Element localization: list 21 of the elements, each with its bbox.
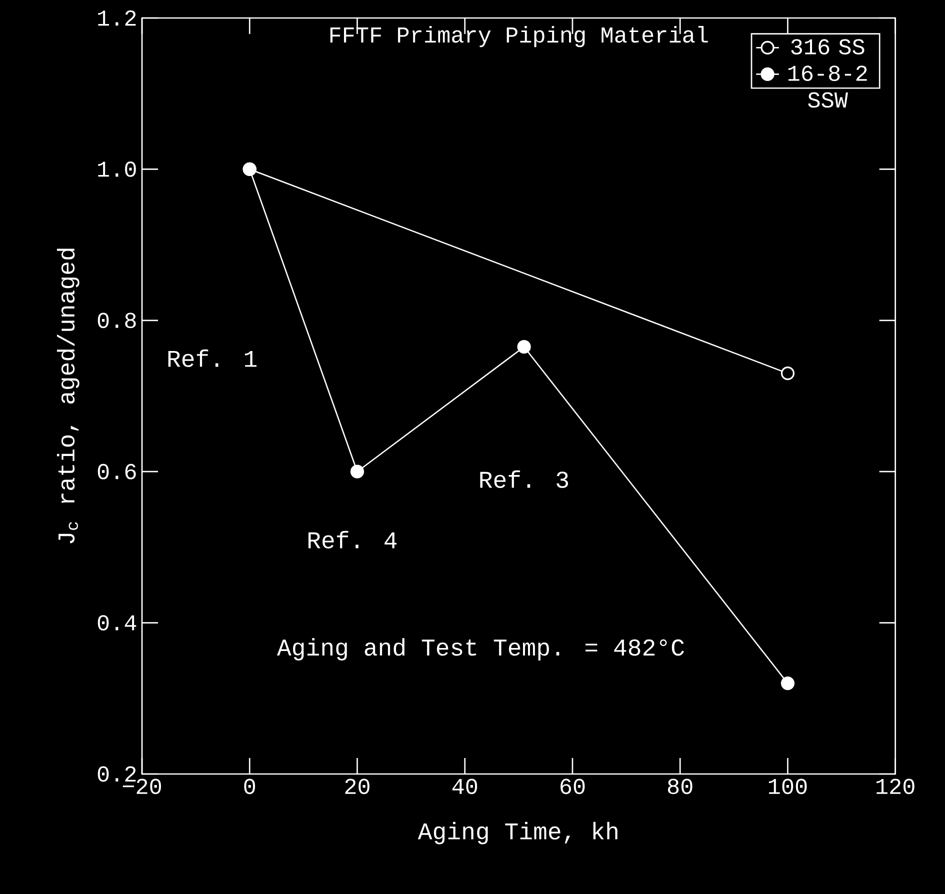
annotation: Ref. 3 [480,470,568,488]
x-tick-label: 80 [668,778,692,794]
legend-label: 316 SS [791,39,864,55]
x-tick-label: 120 [876,778,914,794]
y-tick-label: 1.2 [98,10,136,26]
x-tick-label: 40 [452,778,478,794]
y-tick-label: 0.6 [98,464,136,480]
legend-label: 16-8-2 SSW [788,66,867,108]
chart-title: FFTF Primary Piping Material [330,26,708,48]
y-tick-label: 0.8 [98,312,136,328]
annotation: Aging and Test Temp. = 482°C [276,638,684,660]
x-tick-label: 60 [560,778,585,794]
x-axis-title: Aging Time, kh [418,822,618,844]
x-tick-label: 100 [768,778,807,794]
x-tick-label: 0 [244,778,256,794]
annotation: Ref. 4 [308,530,397,548]
y-tick-label: 0.4 [98,615,136,630]
annotation: Ref. 1 [168,349,256,368]
y-axis-title: J$_{c}$ ratio, aged/unaged [56,248,80,544]
x-tick-label: 20 [345,778,370,794]
y-tick-label: 1.0 [98,162,136,177]
